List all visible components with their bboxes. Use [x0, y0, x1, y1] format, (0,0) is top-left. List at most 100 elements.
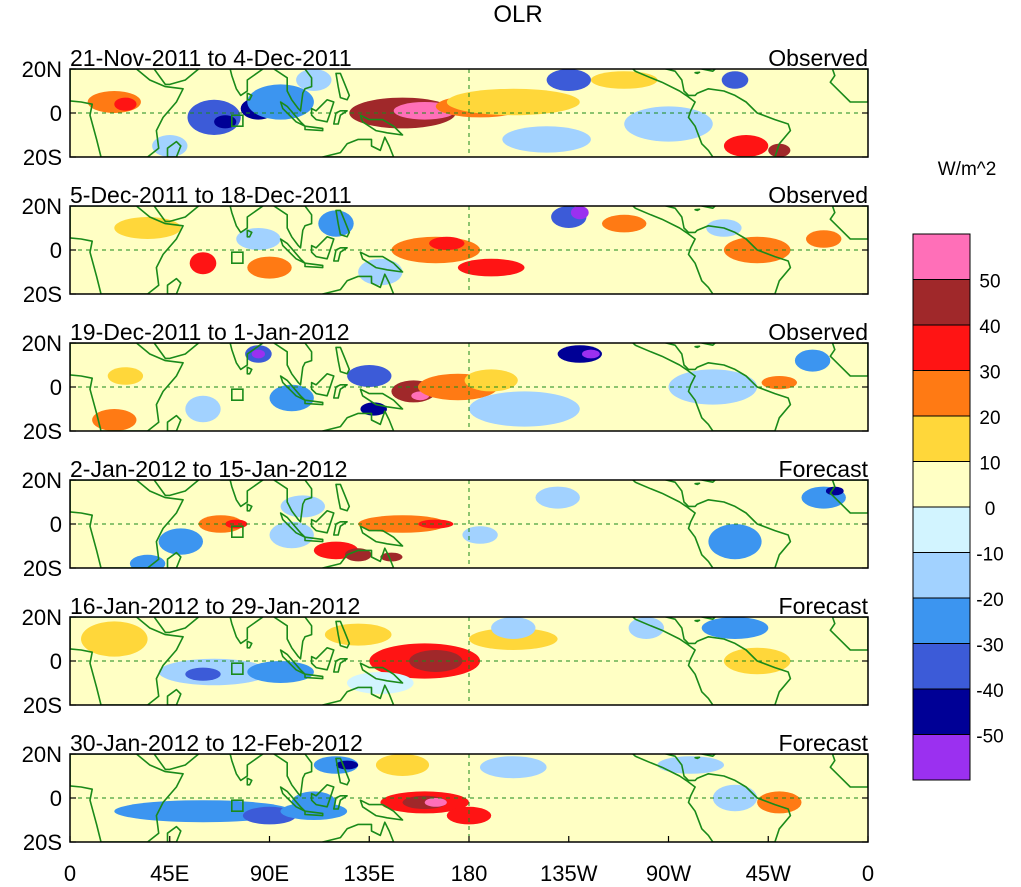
colorbar-swatch: [912, 688, 971, 735]
coastline: [304, 262, 324, 269]
anomaly-contour: [409, 650, 463, 672]
lon-label: 180: [451, 861, 488, 886]
coastline: [153, 343, 200, 360]
coastline: [246, 640, 253, 649]
anomaly-contour: [418, 519, 454, 529]
coastline: [335, 483, 351, 512]
anomaly-contour: [247, 256, 292, 279]
anomaly-contour: [429, 236, 465, 250]
colorbar-units: W/m^2: [938, 159, 997, 180]
coastline: [359, 799, 404, 821]
panel-period: 19-Dec-2011 to 1-Jan-2012: [70, 319, 350, 345]
coastline: [153, 206, 200, 223]
colorbar-swatch: [912, 506, 971, 553]
anomaly-contour: [318, 210, 354, 237]
coastline: [246, 503, 253, 512]
colorbar-swatch: [912, 279, 971, 326]
anomaly-contour: [358, 258, 403, 286]
colorbar-swatch: [912, 370, 971, 417]
panel-period: 16-Jan-2012 to 29-Jan-2012: [70, 593, 360, 619]
lat-label: 20N: [22, 331, 62, 356]
coastline: [694, 482, 701, 486]
coastline: [273, 754, 313, 797]
anomaly-contour: [114, 97, 137, 111]
anomaly-contour: [446, 88, 580, 116]
coastline: [273, 480, 313, 523]
anomaly-contour: [480, 756, 547, 779]
coastline: [632, 754, 792, 842]
colorbar-tick-label: 50: [979, 272, 1000, 293]
region-box: [231, 388, 244, 402]
coastline: [359, 662, 404, 684]
anomaly-contour: [269, 384, 314, 412]
lat-label: 0: [50, 649, 62, 674]
lat-label: 20S: [23, 145, 62, 170]
map-panel: 20N 0 20S 5-Dec-2011 to 18-Dec-2011 Observed: [22, 182, 869, 307]
colorbar-tick-label: 40: [979, 317, 1000, 338]
coastline: [70, 69, 184, 157]
coastline: [829, 343, 868, 377]
coastline: [70, 343, 184, 431]
colorbar-tick-label: -20: [976, 590, 1003, 611]
anomaly-contour: [535, 486, 580, 509]
region-box: [231, 114, 244, 127]
lon-label: 45E: [150, 861, 189, 886]
lat-label: 20N: [22, 468, 62, 493]
coastline: [700, 206, 716, 209]
coastline: [829, 69, 868, 103]
lat-label: 20S: [23, 282, 62, 307]
coastline: [153, 754, 200, 771]
lon-label: 0: [862, 861, 874, 886]
anomaly-contour: [457, 258, 525, 277]
anomaly-contour: [296, 69, 332, 91]
panel-period: 5-Dec-2011 to 18-Dec-2011: [70, 182, 352, 208]
panel-period: 21-Nov-2011 to 4-Dec-2011: [70, 45, 352, 71]
anomaly-contour: [214, 115, 237, 129]
coastline: [700, 617, 716, 621]
coastline: [70, 206, 184, 294]
coastline: [310, 783, 335, 808]
coastline: [273, 343, 313, 386]
lat-label: 20S: [23, 419, 62, 444]
map-panel: 20N 0 20S 21-Nov-2011 to 4-Dec-2011 Observed: [22, 45, 869, 170]
coastline: [335, 620, 351, 649]
colorbar-tick-label: 30: [979, 363, 1000, 384]
colorbar-swatch: [912, 597, 971, 644]
coastline: [335, 757, 351, 786]
coastline: [321, 821, 395, 842]
coastline: [153, 69, 200, 86]
colorbar-swatch: [912, 324, 971, 371]
coastline: [321, 547, 395, 568]
coastline: [246, 92, 253, 101]
anomaly-contour: [794, 349, 831, 372]
colorbar-tick-label: -10: [976, 545, 1003, 566]
anomaly-contour: [464, 369, 518, 392]
anomaly-contour: [657, 756, 724, 774]
anomaly-contour: [590, 71, 658, 89]
coastline: [246, 229, 253, 238]
lat-label: 20S: [23, 830, 62, 855]
colorbar-swatch: [912, 233, 971, 280]
anomaly-contour: [158, 528, 203, 555]
coastline: [166, 688, 182, 705]
lat-label: 0: [50, 512, 62, 537]
coastline: [694, 345, 701, 349]
lat-label: 0: [50, 375, 62, 400]
region-box: [231, 251, 244, 264]
region-box: [231, 662, 244, 676]
coastline: [166, 277, 182, 294]
lon-label: 90W: [646, 861, 691, 886]
anomaly-contour: [358, 515, 447, 533]
panel-period: 30-Jan-2012 to 12-Feb-2012: [70, 730, 363, 756]
coastline: [632, 480, 792, 568]
coastline: [632, 343, 792, 431]
coastline: [310, 509, 335, 534]
anomaly-contour: [491, 617, 536, 639]
anomaly-contour: [462, 526, 498, 544]
coastline: [310, 646, 335, 671]
coastline: [321, 136, 395, 157]
coastline: [304, 399, 324, 406]
anomaly-contour: [269, 521, 314, 549]
anomaly-contour: [723, 135, 769, 157]
anomaly-contour: [313, 756, 359, 774]
